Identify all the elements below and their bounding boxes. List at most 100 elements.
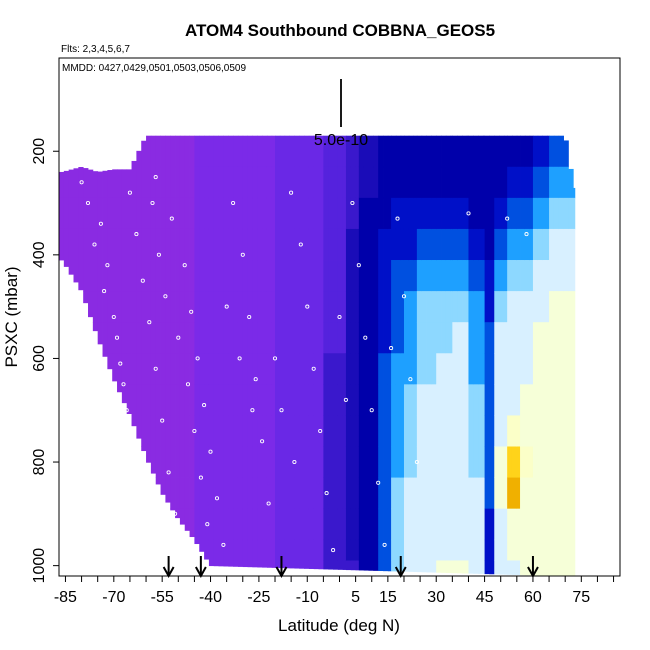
- heatmap-cell: [421, 415, 427, 447]
- heatmap-cell: [328, 166, 334, 199]
- heatmap-cell: [457, 477, 463, 510]
- heatmap-cell: [97, 260, 103, 292]
- heatmap-cell: [373, 446, 379, 478]
- heatmap-cell: [431, 508, 437, 541]
- heatmap-cell: [328, 446, 334, 478]
- heatmap-cell: [489, 197, 495, 230]
- heatmap-cell: [271, 415, 276, 447]
- observation-point: [131, 428, 136, 434]
- heatmap-cell: [441, 384, 447, 416]
- heatmap-cell: [275, 446, 281, 478]
- heatmap-cell: [421, 508, 427, 541]
- heatmap-cell: [573, 228, 576, 261]
- heatmap-cell: [499, 560, 505, 575]
- heatmap-cell: [337, 384, 344, 416]
- heatmap-cell: [218, 197, 224, 230]
- heatmap-cell: [511, 384, 518, 416]
- heatmap-cell: [237, 477, 244, 510]
- heatmap-cell: [165, 197, 171, 230]
- heatmap-cell: [426, 291, 432, 323]
- heatmap-cell: [558, 446, 564, 478]
- heatmap-cell: [478, 291, 484, 323]
- heatmap-cell: [421, 539, 427, 561]
- heatmap-cell: [194, 353, 200, 385]
- heatmap-cell: [194, 260, 200, 292]
- heatmap-cell: [452, 539, 458, 561]
- heatmap-cell: [450, 197, 453, 230]
- heatmap-cell: [484, 415, 490, 447]
- heatmap-cell: [318, 353, 324, 385]
- heatmap-cell: [383, 135, 389, 168]
- heatmap-cell: [279, 291, 286, 323]
- heatmap-cell: [387, 260, 392, 292]
- heatmap-cell: [237, 508, 244, 541]
- heatmap-cell: [473, 353, 479, 385]
- heatmap-cell: [289, 260, 295, 292]
- observation-point: [150, 200, 155, 206]
- heatmap-cell: [395, 560, 402, 572]
- heatmap-cell: [146, 322, 152, 354]
- heatmap-cell: [378, 197, 384, 230]
- observation-point: [247, 314, 252, 320]
- heatmap-cell: [520, 415, 526, 447]
- heatmap-cell: [242, 415, 249, 447]
- heatmap-cell: [184, 415, 190, 447]
- heatmap-cell: [466, 539, 469, 561]
- heatmap-cell: [494, 560, 500, 575]
- heatmap-cell: [63, 228, 70, 261]
- heatmap-cell: [333, 539, 339, 561]
- heatmap-cell: [403, 291, 410, 323]
- heatmap-cell: [112, 260, 118, 292]
- heatmap-cell: [400, 353, 405, 385]
- heatmap-cell: [107, 291, 113, 323]
- heatmap-cell: [537, 260, 544, 292]
- heatmap-cell: [445, 477, 452, 510]
- heatmap-cell: [252, 353, 258, 385]
- heatmap-cell: [333, 508, 339, 541]
- heatmap-cell: [257, 560, 263, 568]
- heatmap-cell: [257, 322, 263, 354]
- heatmap-cell: [466, 291, 469, 323]
- heatmap-cell: [547, 260, 550, 292]
- heatmap-cell: [284, 446, 290, 478]
- heatmap-cell: [294, 197, 300, 230]
- heatmap-cell: [213, 135, 219, 168]
- heatmap-cell: [403, 166, 410, 199]
- heatmap-cell: [378, 508, 384, 541]
- heatmap-cell: [378, 539, 384, 561]
- x-tick-label: 5: [351, 589, 360, 606]
- heatmap-cell: [107, 228, 113, 261]
- heatmap-cell: [441, 260, 447, 292]
- heatmap-cell: [170, 508, 176, 511]
- heatmap-cell: [400, 477, 405, 510]
- heatmap-cell: [466, 322, 469, 354]
- observation-point: [202, 403, 207, 408]
- heatmap-cell: [511, 135, 518, 168]
- heatmap-cell: [184, 291, 190, 323]
- heatmap-cell: [189, 508, 195, 538]
- heatmap-cell: [373, 228, 379, 261]
- heatmap-cell: [499, 135, 505, 168]
- heatmap-cell: [112, 291, 118, 323]
- heatmap-cell: [262, 384, 268, 416]
- heatmap-cell: [175, 477, 181, 510]
- scale-bar-label: 5.0e-10: [314, 132, 368, 149]
- heatmap-cell: [468, 228, 474, 261]
- heatmap-cell: [368, 446, 374, 478]
- heatmap-cell: [189, 260, 195, 292]
- heatmap-cell: [563, 477, 569, 510]
- heatmap-cell: [403, 477, 410, 510]
- heatmap-cell: [136, 228, 142, 261]
- heatmap-cell: [516, 446, 521, 478]
- heatmap-cell: [271, 508, 276, 541]
- heatmap-cell: [223, 353, 229, 385]
- heatmap-cell: [141, 446, 147, 452]
- heatmap-cell: [503, 353, 508, 385]
- heatmap-cell: [478, 228, 484, 261]
- heatmap-cell: [284, 560, 290, 569]
- heatmap-cell: [350, 384, 357, 416]
- heatmap-cell: [529, 291, 534, 323]
- observation-point: [192, 428, 197, 434]
- heatmap-cell: [549, 415, 555, 447]
- heatmap-cell: [408, 322, 415, 354]
